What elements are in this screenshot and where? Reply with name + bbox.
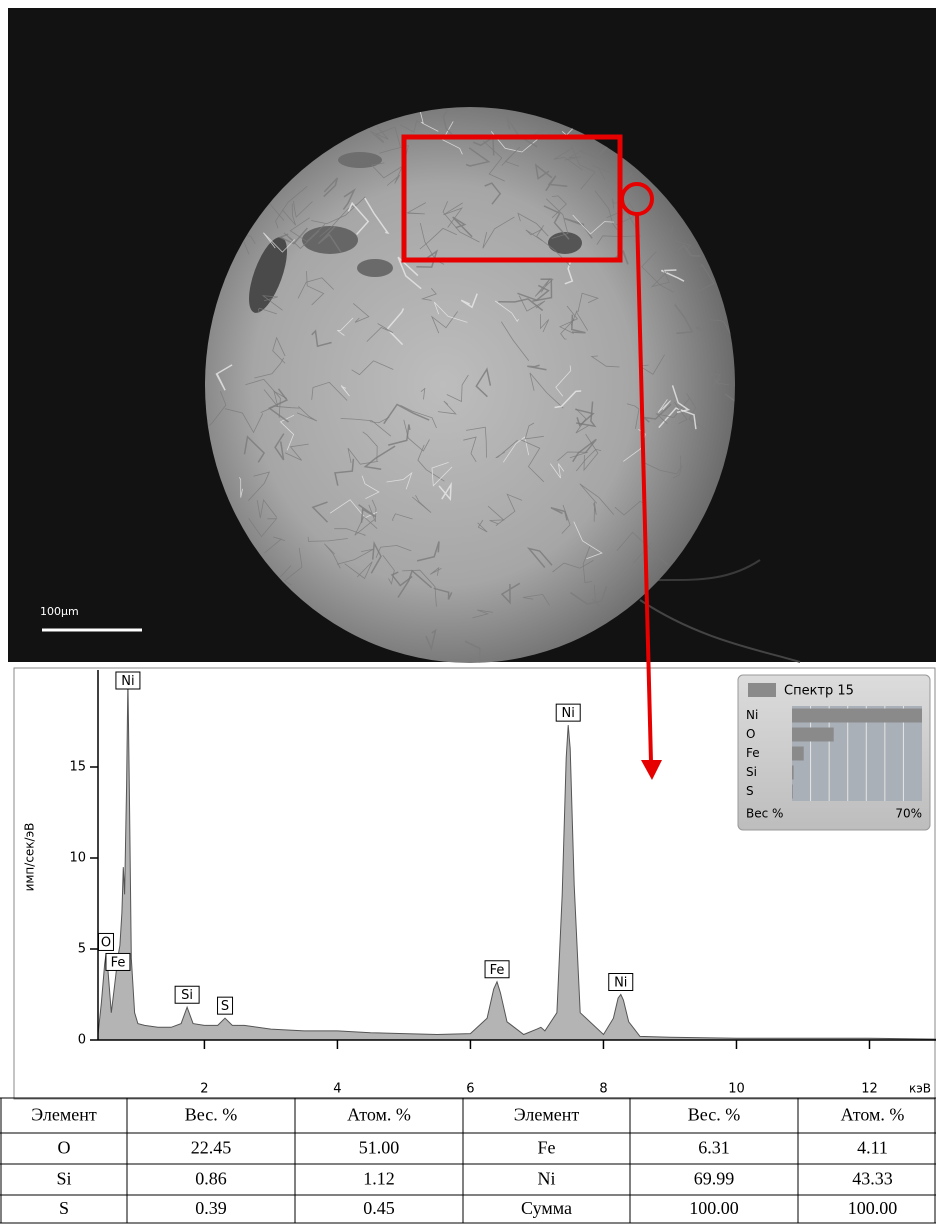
bar-label: Ni — [746, 708, 758, 722]
peak-label: Si — [181, 988, 193, 1003]
table-cell: 1.12 — [363, 1169, 395, 1189]
bar-label: Fe — [746, 746, 760, 760]
x-axis-unit: кэВ — [909, 1082, 931, 1096]
table-cell: 100.00 — [848, 1198, 898, 1218]
table-cell: 4.11 — [857, 1138, 888, 1158]
scale-bar-label: 100μm — [40, 605, 79, 618]
data-table: Элемент Вес. % Атом. % Элемент Вес. % Атом. %… — [0, 1098, 936, 1223]
table-header: Элемент — [514, 1105, 580, 1125]
page: {"image": {"scale_bar": "100μm"}, "chart… — [0, 0, 936, 1224]
table-cell: 51.00 — [359, 1138, 400, 1158]
bar-label: Si — [746, 765, 757, 779]
table-cell: S — [59, 1198, 69, 1218]
x-tick-label: 70% — [895, 807, 922, 821]
bar — [792, 709, 922, 723]
peak-label: Ni — [562, 706, 575, 721]
bar — [792, 785, 793, 799]
sem-image: 100μm — [8, 8, 936, 676]
sphere — [205, 107, 735, 663]
table-cell: 69.99 — [694, 1169, 735, 1189]
table-cell: Ni — [538, 1169, 556, 1189]
peak-label: Ni — [121, 674, 134, 689]
table-cell: 0.86 — [195, 1169, 227, 1189]
x-axis-label: Вес % — [746, 807, 783, 821]
x-tick-label: 8 — [599, 1082, 607, 1097]
table-cell: 0.45 — [363, 1198, 395, 1218]
peak-label: Fe — [490, 963, 505, 978]
peak-label: O — [101, 935, 111, 950]
figure: 100μm 05101524681012имп/сек/эВкэВNiOFeSi… — [0, 0, 936, 1224]
bar — [792, 728, 834, 742]
table-cell: 22.45 — [191, 1138, 232, 1158]
table-cell: Fe — [538, 1138, 556, 1158]
peak-label: Ni — [614, 976, 627, 991]
bar-label: O — [746, 727, 755, 741]
x-tick-label: 4 — [333, 1082, 341, 1097]
table-cell: Сумма — [521, 1198, 572, 1218]
inset-title: Спектр 15 — [784, 684, 854, 699]
table-header: Вес. % — [185, 1105, 237, 1125]
y-tick-label: 10 — [69, 851, 86, 866]
y-axis-label: имп/сек/эВ — [23, 823, 37, 892]
legend-swatch — [748, 683, 776, 697]
x-tick-label: 2 — [200, 1082, 208, 1097]
table-header: Атом. % — [347, 1105, 411, 1125]
dark-spot — [357, 259, 393, 277]
dark-spot — [302, 226, 358, 254]
x-tick-label: 6 — [466, 1082, 474, 1097]
x-tick-label: 12 — [861, 1082, 878, 1097]
table-cell: Si — [56, 1169, 71, 1189]
table-cell: 100.00 — [689, 1198, 739, 1218]
table-cell: 0.39 — [195, 1198, 227, 1218]
table-header: Атом. % — [841, 1105, 905, 1125]
table-header: Элемент — [31, 1105, 97, 1125]
y-tick-label: 15 — [69, 760, 86, 775]
composition-inset: Спектр 15 Ni O Fe Si S Вес % 70% — [738, 675, 930, 830]
x-tick-label: 10 — [728, 1082, 745, 1097]
peak-label: S — [221, 999, 229, 1014]
table-cell: O — [58, 1138, 71, 1158]
y-tick-label: 5 — [78, 942, 86, 957]
bar — [792, 747, 804, 761]
table-cell: 6.31 — [698, 1138, 730, 1158]
bar-label: S — [746, 784, 754, 798]
dark-spot — [338, 152, 382, 168]
table-header: Вес. % — [688, 1105, 740, 1125]
y-tick-label: 0 — [78, 1033, 86, 1048]
peak-label: Fe — [111, 955, 126, 970]
table-cell: 43.33 — [852, 1169, 893, 1189]
bar — [792, 766, 794, 780]
